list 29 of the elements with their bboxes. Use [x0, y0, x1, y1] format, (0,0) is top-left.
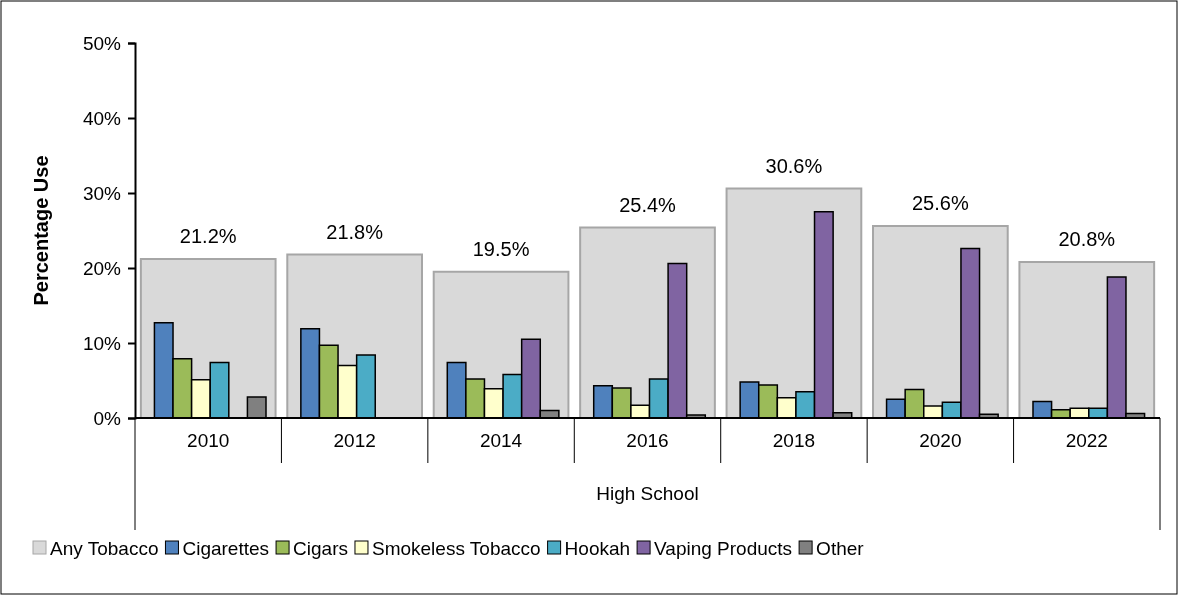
x-tick-label: 2012 [333, 430, 376, 451]
data-label: 21.2% [179, 225, 237, 247]
y-tick-label: 10% [82, 332, 122, 354]
data-label: 20.8% [1058, 228, 1116, 250]
data-label: 21.8% [326, 220, 384, 243]
x-tick-label: 2018 [772, 430, 816, 451]
data-label: 25.4% [619, 193, 677, 216]
legend-label: Other [816, 538, 865, 559]
x-tick-label: 2022 [1065, 430, 1108, 451]
x-tick-label: 2020 [919, 430, 962, 451]
x-tick-label: 2014 [479, 430, 523, 451]
legend-label: Smokeless Tobacco [371, 538, 541, 559]
y-tick-label: 40% [82, 107, 122, 129]
legend-label: Cigars [293, 538, 348, 559]
y-tick-label: 50% [82, 32, 122, 54]
legend-label: Hookah [564, 538, 631, 559]
legend-label: Vaping Products [654, 538, 793, 559]
legend-label: Cigarettes [182, 538, 270, 559]
data-label: 19.5% [472, 237, 530, 260]
y-tick-label: 0% [93, 407, 122, 429]
y-tick-label: 20% [82, 257, 122, 279]
x-axis-title: High School [596, 483, 699, 504]
data-label: 30.6% [765, 154, 823, 177]
y-tick-label: 30% [82, 182, 122, 204]
x-tick-label: 2016 [626, 430, 669, 451]
data-label: 25.6% [912, 192, 969, 214]
legend-label: Any Tobacco [50, 538, 159, 559]
x-tick-label: 2010 [187, 430, 230, 451]
y-axis-title: Percentage Use [30, 155, 52, 306]
